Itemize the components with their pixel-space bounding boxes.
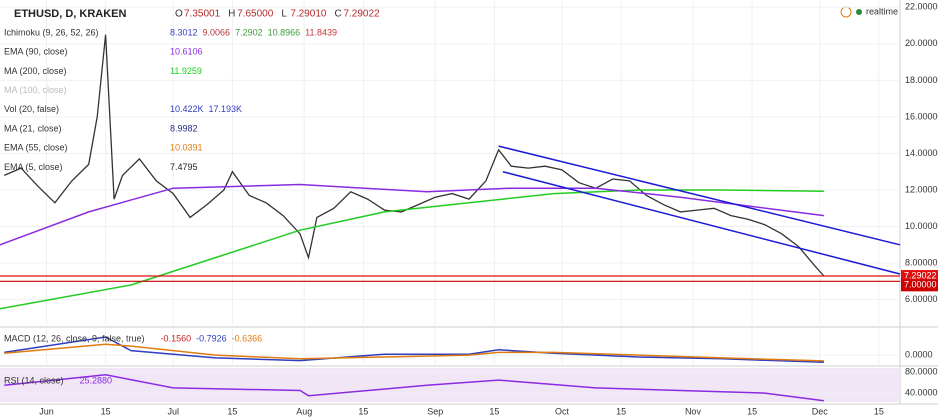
indicator-value: 11.8439 — [305, 27, 337, 37]
y-tick-label: 80.0000 — [905, 367, 938, 377]
x-tick-label: Nov — [685, 406, 702, 416]
ohlc-label: C — [334, 9, 341, 20]
price-tag-label: 7.00000 — [904, 280, 937, 290]
indicator-value: 17.193K — [209, 104, 243, 114]
y-tick-label: 10.00000 — [905, 221, 938, 231]
indicator-value: 10.422K — [170, 104, 204, 114]
indicator-value: 8.3012 — [170, 27, 198, 37]
indicator-name: EMA (90, close) — [4, 47, 68, 57]
y-tick-label: 40.0000 — [905, 387, 938, 397]
y-tick-label: 6.00000 — [905, 294, 938, 304]
series-line — [0, 183, 824, 246]
x-tick-label: 15 — [874, 406, 884, 416]
x-tick-label: Oct — [555, 406, 570, 416]
rsi-band — [0, 368, 900, 402]
ohlc-value: 7.65000 — [237, 9, 274, 20]
x-tick-label: 15 — [227, 406, 237, 416]
trendline — [498, 145, 901, 246]
indicator-value: 10.0391 — [170, 143, 203, 153]
ohlc-value: 7.29022 — [343, 9, 380, 20]
indicator-value: 10.8966 — [268, 27, 301, 37]
indicator-value: 7.4795 — [170, 162, 198, 172]
pane-value: -0.6366 — [232, 333, 263, 343]
y-tick-label: 20.00000 — [905, 38, 938, 48]
x-tick-label: Jun — [39, 406, 54, 416]
pane-value: 25.2880 — [80, 375, 113, 385]
pane-value: -0.7926 — [196, 333, 227, 343]
series-line — [4, 374, 824, 402]
status: realtime — [866, 6, 898, 16]
ohlc-label: O — [175, 9, 183, 20]
ohlc-label: L — [281, 9, 287, 20]
y-tick-label: 22.00000 — [905, 2, 938, 12]
indicator-name: MA (200, close) — [4, 66, 67, 76]
indicator-value: 7.2902 — [235, 27, 263, 37]
y-tick-label: 16.00000 — [905, 111, 938, 121]
y-tick-label: 18.00000 — [905, 75, 938, 85]
indicator-name: MA (100, close) — [4, 85, 67, 95]
price-tag — [901, 270, 938, 283]
ohlc-value: 7.29010 — [290, 9, 327, 20]
pane-title: MACD (12, 26, close, 9, false, true) — [4, 333, 145, 343]
x-tick-label: Sep — [427, 406, 443, 416]
price-tag-label: 7.29022 — [904, 270, 937, 280]
x-tick-label: Dec — [812, 406, 829, 416]
indicator-name: MA (21, close) — [4, 123, 62, 133]
indicator-name: Ichimoku (9, 26, 52, 26) — [4, 27, 99, 37]
indicator-name: Vol (20, false) — [4, 104, 59, 114]
y-tick-label: 12.00000 — [905, 184, 938, 194]
series-line — [4, 343, 824, 362]
series-line — [0, 189, 824, 310]
x-tick-label: 15 — [358, 406, 368, 416]
indicator-value: 9.0066 — [203, 27, 231, 37]
x-tick-label: 15 — [616, 406, 626, 416]
indicator-name: EMA (55, close) — [4, 143, 68, 153]
indicator-value: 8.9982 — [170, 123, 198, 133]
pane-title: RSI (14, close) — [4, 375, 64, 385]
ohlc-label: H — [228, 9, 235, 20]
x-tick-label: Aug — [296, 406, 312, 416]
x-tick-label: 15 — [747, 406, 757, 416]
x-tick-label: 15 — [489, 406, 499, 416]
indicator-name: EMA (5, close) — [4, 162, 63, 172]
ohlc-value: 7.35001 — [184, 9, 221, 20]
series-line — [4, 336, 824, 364]
x-tick-label: 15 — [101, 406, 111, 416]
indicator-value: 11.9259 — [170, 66, 202, 76]
chart-title: ETHUSD, D, KRAKEN — [14, 8, 127, 20]
pane-value: -0.1560 — [161, 333, 192, 343]
indicator-value: 10.6106 — [170, 47, 203, 57]
y-tick-label: 8.00000 — [905, 257, 938, 267]
y-tick-label: 0.0000 — [905, 350, 933, 360]
x-tick-label: Jul — [167, 406, 179, 416]
status-dot — [856, 9, 862, 15]
price-tag — [901, 279, 938, 292]
y-tick-label: 14.00000 — [905, 148, 938, 158]
trendline — [502, 170, 901, 275]
